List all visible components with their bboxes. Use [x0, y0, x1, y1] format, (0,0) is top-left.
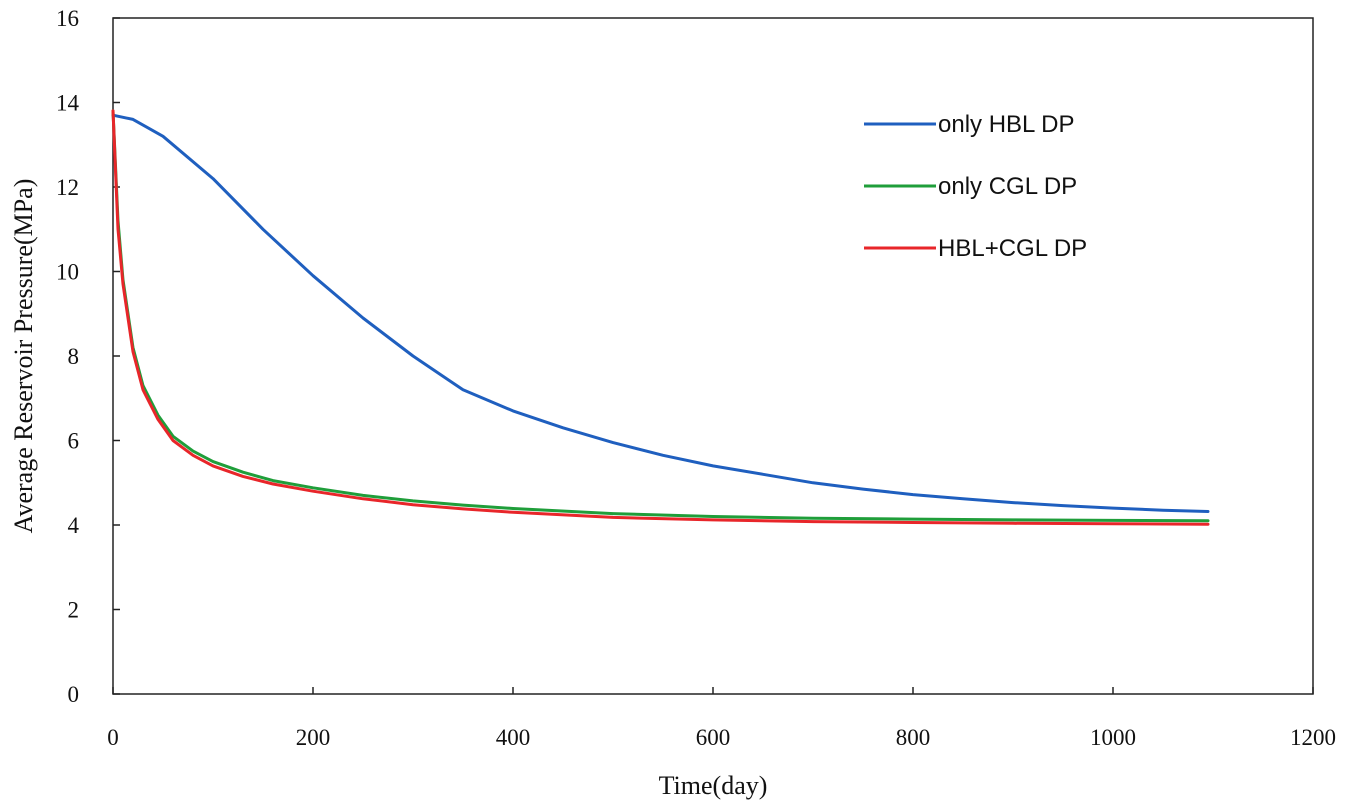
legend: only HBL DP only CGL DP HBL+CGL DP — [864, 111, 1087, 262]
y-tick-label: 4 — [68, 513, 80, 538]
legend-label: HBL+CGL DP — [938, 235, 1087, 262]
legend-label: only CGL DP — [938, 173, 1077, 200]
y-tick-label: 6 — [68, 429, 80, 454]
series-line-only-hbl-dp — [111, 113, 1210, 513]
x-tick-label: 600 — [696, 725, 731, 750]
x-tick-label: 0 — [107, 725, 119, 750]
y-tick-label: 12 — [56, 175, 79, 200]
x-axis-title: Time(day) — [659, 771, 768, 800]
legend-label: only HBL DP — [938, 111, 1075, 138]
y-tick-label: 14 — [56, 91, 80, 116]
series-line-hbl-cgl-dp — [111, 109, 1210, 526]
x-tick-label: 800 — [896, 725, 931, 750]
y-tick-label: 16 — [56, 6, 79, 31]
x-tick-label: 1200 — [1290, 725, 1336, 750]
series-layer — [111, 109, 1210, 526]
y-tick-label: 10 — [56, 260, 79, 285]
x-tick-label: 1000 — [1090, 725, 1136, 750]
y-axis-title: Average Reservoir Pressure(MPa) — [9, 179, 38, 534]
y-tick-label: 0 — [68, 682, 80, 707]
plot-frame — [112, 17, 1314, 695]
x-tick-label: 200 — [296, 725, 331, 750]
x-tick-label: 400 — [496, 725, 531, 750]
y-tick-label: 2 — [68, 598, 80, 623]
y-tick-label: 8 — [68, 344, 80, 369]
axes: 0 200 400 600 800 1000 1200 0 2 4 6 8 10 12 14 16 — [56, 6, 1336, 750]
